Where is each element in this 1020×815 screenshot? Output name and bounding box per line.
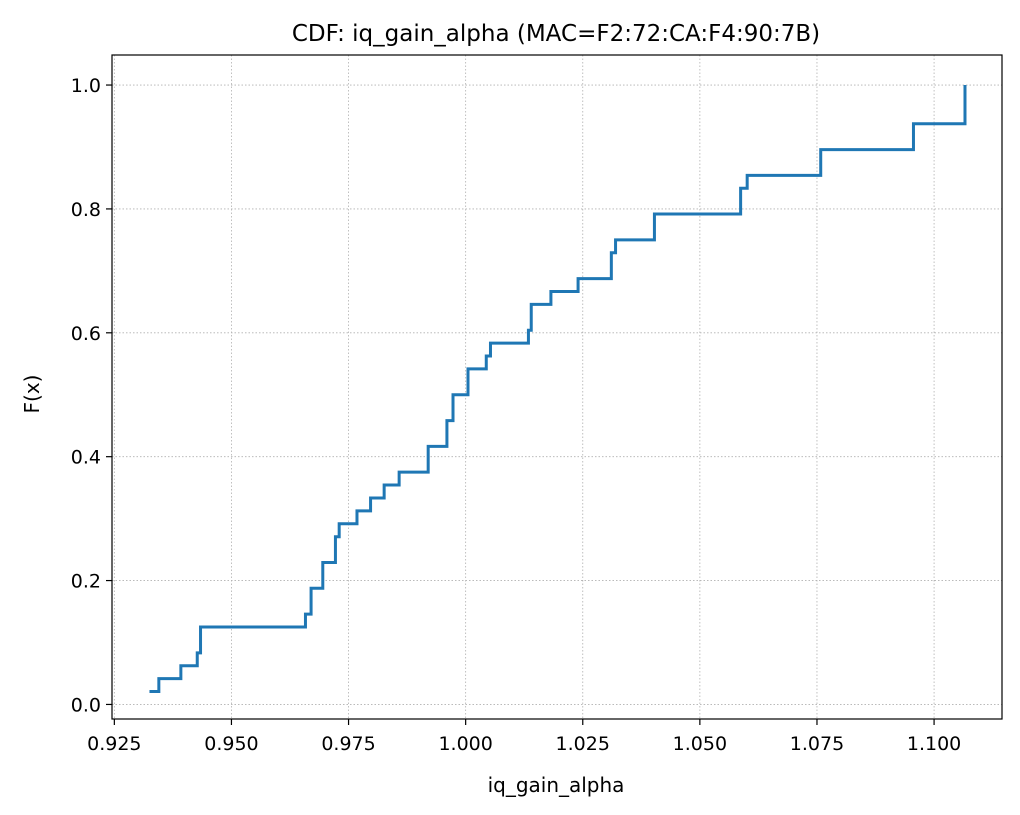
y-tick-label: 1.0 bbox=[71, 75, 101, 97]
y-axis-label: F(x) bbox=[20, 375, 44, 414]
x-tick-label: 1.000 bbox=[438, 733, 492, 755]
x-tick-label: 0.925 bbox=[87, 733, 141, 755]
y-tick-label: 0.8 bbox=[71, 199, 101, 221]
x-tick-label: 1.025 bbox=[556, 733, 610, 755]
y-tick-label: 0.0 bbox=[71, 694, 101, 716]
grid-layer bbox=[112, 55, 1002, 719]
x-tick-label: 1.050 bbox=[673, 733, 727, 755]
y-tick-label: 0.2 bbox=[71, 571, 101, 593]
chart-title: CDF: iq_gain_alpha (MAC=F2:72:CA:F4:90:7… bbox=[292, 21, 820, 47]
ticks-layer: 0.925 0.950 0.975 1.000 1.025 1.050 1.075 1.100… bbox=[71, 75, 962, 755]
x-tick-label: 1.075 bbox=[790, 733, 844, 755]
y-tick-label: 0.6 bbox=[71, 323, 101, 345]
cdf-step-line bbox=[149, 85, 967, 694]
x-tick-label: 0.950 bbox=[204, 733, 258, 755]
series-layer bbox=[149, 85, 967, 694]
x-tick-label: 0.975 bbox=[321, 733, 375, 755]
x-tick-label: 1.100 bbox=[907, 733, 961, 755]
x-axis-label: iq_gain_alpha bbox=[488, 773, 625, 797]
y-tick-label: 0.4 bbox=[71, 447, 101, 469]
plot-frame bbox=[111, 54, 1003, 720]
